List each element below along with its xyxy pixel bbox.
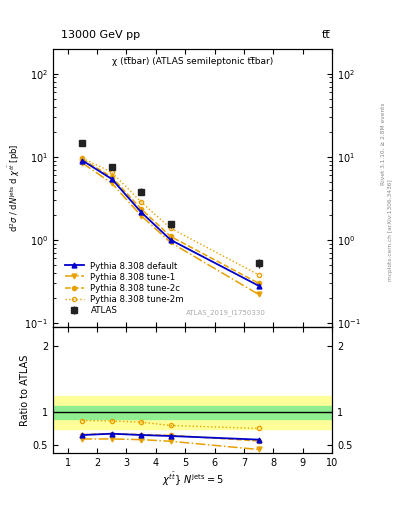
Pythia 8.308 default (80, 158, 85, 164)
Line: Pythia 8.308 default: Pythia 8.308 default (80, 158, 261, 288)
Pythia 8.308 tune-2c (168, 233, 173, 240)
Pythia 8.308 default (256, 283, 261, 289)
Pythia 8.308 tune-2m (168, 225, 173, 231)
Pythia 8.308 tune-2c (256, 280, 261, 286)
Text: Rivet 3.1.10, ≥ 2.8M events: Rivet 3.1.10, ≥ 2.8M events (381, 102, 386, 185)
Pythia 8.308 tune-2c (109, 174, 114, 180)
Pythia 8.308 tune-1 (109, 180, 114, 186)
Bar (53, 396, 332, 429)
Pythia 8.308 tune-2m (256, 272, 261, 278)
Pythia 8.308 tune-2m (139, 199, 143, 205)
Pythia 8.308 default (168, 237, 173, 243)
Pythia 8.308 tune-2m (109, 169, 114, 175)
Text: mcplots.cern.ch [arXiv:1306.3436]: mcplots.cern.ch [arXiv:1306.3436] (388, 180, 393, 281)
Bar (53, 406, 332, 419)
Line: Pythia 8.308 tune-2c: Pythia 8.308 tune-2c (80, 157, 261, 285)
Text: 13000 GeV pp: 13000 GeV pp (61, 30, 140, 40)
Text: tt̅: tt̅ (321, 30, 330, 40)
X-axis label: $\chi^{t\bar{t}}\}\ N^\mathrm{jets}=5$: $\chi^{t\bar{t}}\}\ N^\mathrm{jets}=5$ (162, 471, 224, 488)
Pythia 8.308 tune-2c (80, 156, 85, 162)
Y-axis label: Ratio to ATLAS: Ratio to ATLAS (20, 354, 30, 425)
Y-axis label: $\mathrm{d}^2\sigma\ /\ \mathrm{d}N^\mathrm{jets}\ \mathrm{d}\ \chi^{t\bar{t}}\ : $\mathrm{d}^2\sigma\ /\ \mathrm{d}N^\mat… (6, 143, 22, 232)
Pythia 8.308 default (139, 209, 143, 215)
Line: Pythia 8.308 tune-1: Pythia 8.308 tune-1 (80, 161, 261, 297)
Legend: Pythia 8.308 default, Pythia 8.308 tune-1, Pythia 8.308 tune-2c, Pythia 8.308 tu: Pythia 8.308 default, Pythia 8.308 tune-… (63, 260, 186, 317)
Pythia 8.308 tune-2m (80, 155, 85, 161)
Pythia 8.308 tune-1 (139, 212, 143, 219)
Pythia 8.308 tune-1 (80, 160, 85, 166)
Text: χ (tt̅bar) (ATLAS semileptonic tt̅bar): χ (tt̅bar) (ATLAS semileptonic tt̅bar) (112, 57, 273, 66)
Pythia 8.308 tune-1 (168, 240, 173, 246)
Pythia 8.308 default (109, 176, 114, 182)
Line: Pythia 8.308 tune-2m: Pythia 8.308 tune-2m (80, 156, 261, 277)
Pythia 8.308 tune-2c (139, 206, 143, 212)
Pythia 8.308 tune-1 (256, 291, 261, 297)
Text: ATLAS_2019_I1750330: ATLAS_2019_I1750330 (186, 309, 266, 315)
